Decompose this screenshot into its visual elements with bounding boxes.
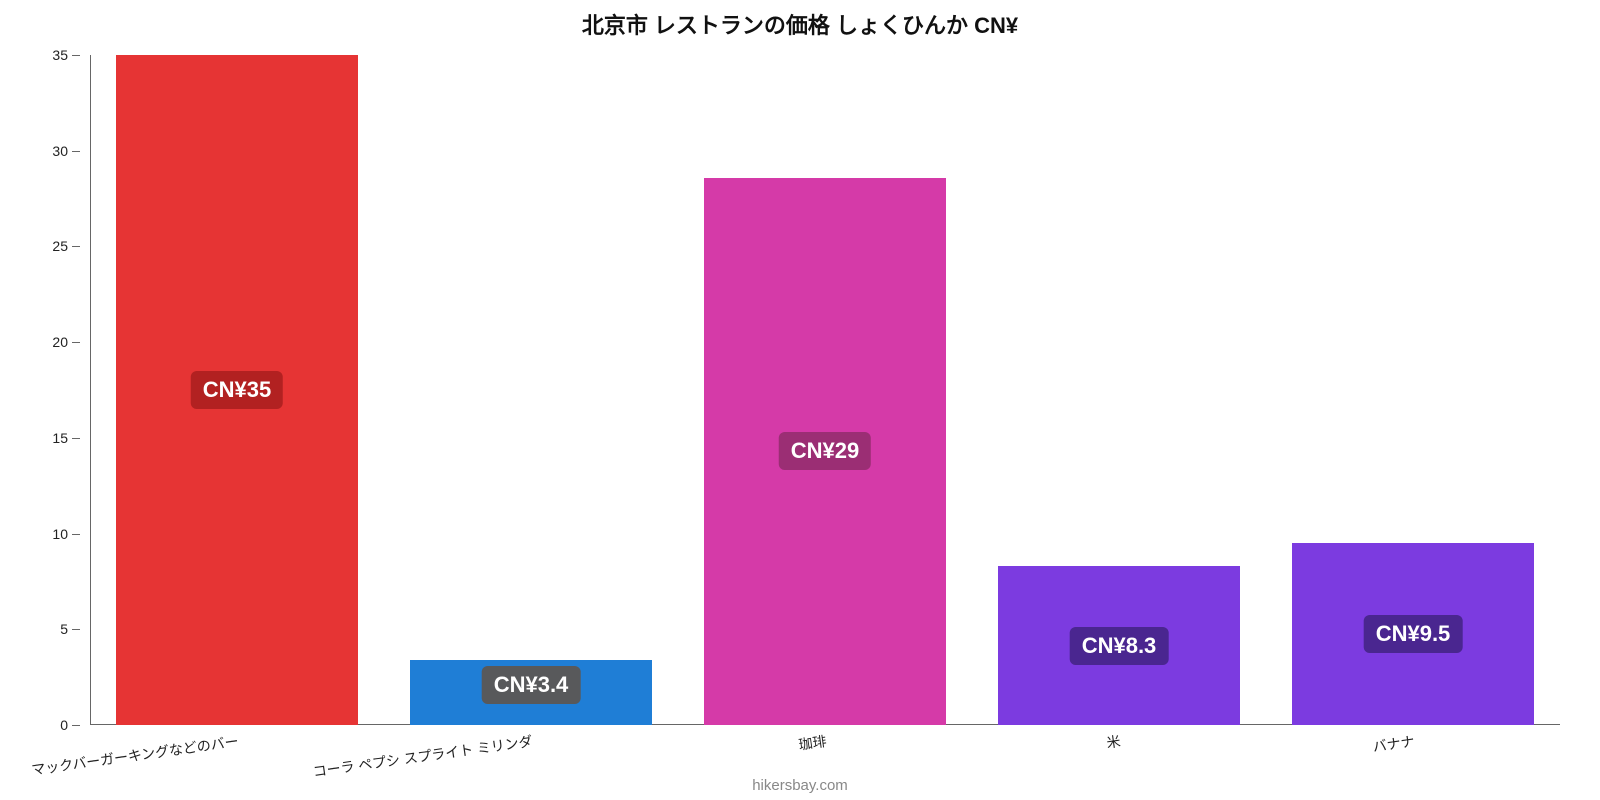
bar-value-badge: CN¥35 bbox=[191, 371, 283, 409]
x-category-label: 珈琲 bbox=[797, 731, 828, 755]
bar-value-badge: CN¥9.5 bbox=[1364, 615, 1463, 653]
y-tick-label: 15 bbox=[52, 430, 68, 446]
bar-value-badge: CN¥3.4 bbox=[482, 666, 581, 704]
price-bar-chart: 北京市 レストランの価格 しょくひんか CN¥ 05101520253035CN… bbox=[0, 0, 1600, 800]
y-tick-mark bbox=[72, 246, 80, 247]
y-tick-mark bbox=[72, 629, 80, 630]
bar-value-badge: CN¥29 bbox=[779, 432, 871, 470]
y-tick-mark bbox=[72, 151, 80, 152]
y-tick-mark bbox=[72, 342, 80, 343]
y-tick-label: 0 bbox=[60, 717, 68, 733]
y-tick-label: 10 bbox=[52, 526, 68, 542]
x-category-label: コーラ ペプシ スプライト ミリンダ bbox=[311, 731, 533, 782]
chart-title: 北京市 レストランの価格 しょくひんか CN¥ bbox=[0, 8, 1600, 40]
y-tick-label: 20 bbox=[52, 334, 68, 350]
y-tick-label: 30 bbox=[52, 143, 68, 159]
bar-value-badge: CN¥8.3 bbox=[1070, 627, 1169, 665]
x-category-label: 米 bbox=[1105, 731, 1122, 753]
y-tick-mark bbox=[72, 725, 80, 726]
y-tick-label: 35 bbox=[52, 47, 68, 63]
attribution-text: hikersbay.com bbox=[0, 777, 1600, 794]
y-tick-mark bbox=[72, 55, 80, 56]
plot-area: 05101520253035CN¥35マックバーガーキングなどのバーCN¥3.4… bbox=[90, 55, 1560, 725]
y-tick-label: 5 bbox=[60, 621, 68, 637]
x-category-label: バナナ bbox=[1371, 731, 1415, 757]
x-category-label: マックバーガーキングなどのバー bbox=[30, 731, 240, 780]
y-tick-mark bbox=[72, 438, 80, 439]
y-tick-label: 25 bbox=[52, 238, 68, 254]
y-axis bbox=[90, 55, 91, 725]
y-tick-mark bbox=[72, 534, 80, 535]
